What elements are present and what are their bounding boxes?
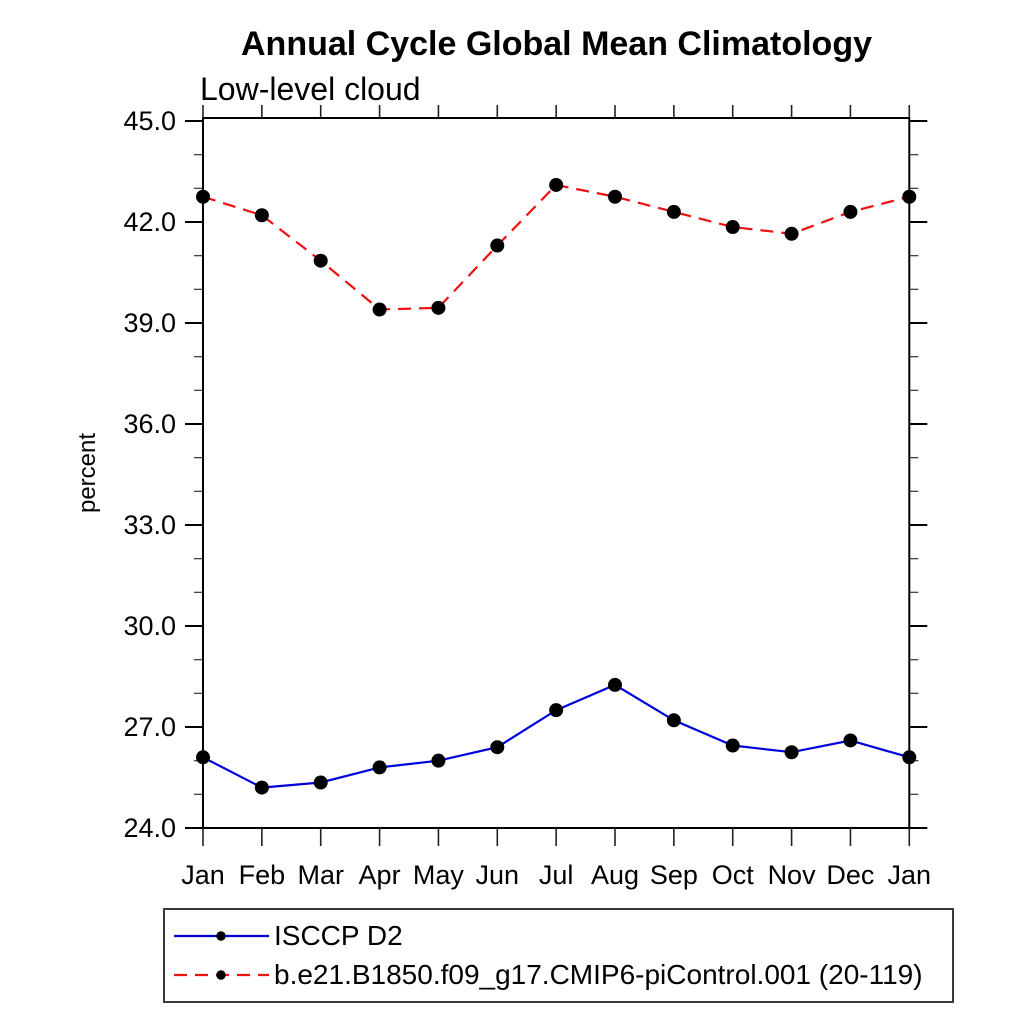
data-point-marker bbox=[784, 745, 799, 760]
x-tick-label: Aug bbox=[591, 860, 639, 890]
legend-entry-model: b.e21.B1850.f09_g17.CMIP6-piControl.001 … bbox=[165, 956, 923, 994]
legend-sample-marker bbox=[216, 970, 226, 980]
y-tick-label: 42.0 bbox=[123, 207, 176, 237]
x-tick-label: Dec bbox=[826, 860, 874, 890]
data-point-marker bbox=[725, 738, 740, 753]
data-point-marker bbox=[902, 750, 917, 765]
data-point-marker bbox=[372, 302, 387, 317]
data-point-marker bbox=[784, 226, 799, 241]
legend-entry-isccp-d2: ISCCP D2 bbox=[165, 917, 403, 955]
data-point-marker bbox=[490, 740, 505, 755]
plot-frame bbox=[202, 117, 911, 829]
chart-title: Annual Cycle Global Mean Climatology bbox=[241, 25, 872, 63]
data-point-marker bbox=[843, 733, 858, 748]
data-point-marker bbox=[549, 703, 564, 718]
x-tick-label: Jan bbox=[888, 860, 932, 890]
x-tick-label: Apr bbox=[359, 860, 401, 890]
x-tick-label: Sep bbox=[650, 860, 698, 890]
x-tick-label: Feb bbox=[239, 860, 286, 890]
chart-subtitle: Low-level cloud bbox=[200, 71, 421, 107]
data-point-marker bbox=[549, 177, 564, 192]
data-point-marker bbox=[902, 189, 917, 204]
x-tick-label: Oct bbox=[712, 860, 755, 890]
y-tick-label: 36.0 bbox=[123, 409, 176, 439]
data-point-marker bbox=[254, 208, 269, 223]
data-point-marker bbox=[196, 750, 210, 765]
data-point-marker bbox=[608, 677, 623, 692]
series-line-1 bbox=[202, 183, 910, 311]
x-tick-label: Mar bbox=[297, 860, 344, 890]
y-tick-label: 45.0 bbox=[123, 106, 176, 136]
data-point-marker bbox=[431, 753, 446, 768]
legend-line-sample-icon bbox=[174, 970, 269, 980]
data-point-marker bbox=[254, 780, 269, 795]
data-point-marker bbox=[490, 238, 505, 253]
y-tick-label: 30.0 bbox=[123, 611, 176, 641]
series-line-0 bbox=[202, 683, 910, 789]
data-point-marker bbox=[372, 760, 387, 775]
data-point-marker bbox=[313, 775, 328, 790]
legend-label-model: b.e21.B1850.f09_g17.CMIP6-piControl.001 … bbox=[274, 959, 923, 990]
legend-label-isccp-d2: ISCCP D2 bbox=[274, 920, 403, 951]
legend-sample-marker bbox=[216, 931, 226, 941]
x-tick-label: Jun bbox=[476, 860, 520, 890]
data-point-marker bbox=[843, 204, 858, 219]
legend: ISCCP D2 b.e21.B1850.f09_g17.CMIP6-piCon… bbox=[163, 908, 954, 1003]
data-point-marker bbox=[666, 713, 681, 728]
x-tick-label: Nov bbox=[768, 860, 817, 890]
y-tick-label: 33.0 bbox=[123, 510, 176, 540]
x-tick-label: May bbox=[413, 860, 465, 890]
data-point-marker bbox=[313, 253, 328, 268]
y-tick-label: 24.0 bbox=[123, 813, 176, 843]
y-tick-label: 27.0 bbox=[123, 712, 176, 742]
data-point-marker bbox=[608, 189, 623, 204]
x-tick-label: Jan bbox=[181, 860, 225, 890]
data-point-marker bbox=[196, 189, 210, 204]
data-point-marker bbox=[666, 204, 681, 219]
x-tick-label: Jul bbox=[539, 860, 574, 890]
y-tick-label: 39.0 bbox=[123, 308, 176, 338]
data-point-marker bbox=[725, 220, 740, 235]
data-point-marker bbox=[431, 300, 446, 315]
legend-line-sample-icon bbox=[174, 931, 269, 941]
